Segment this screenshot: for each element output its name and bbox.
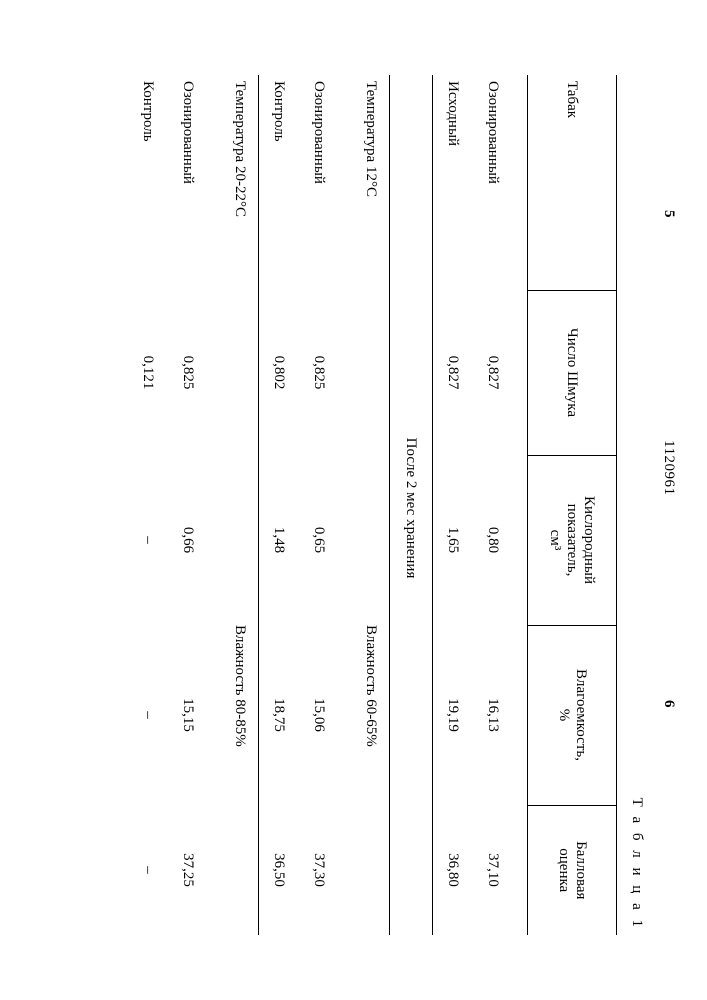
cell-kisl: 0,65 bbox=[299, 455, 339, 625]
divider bbox=[258, 75, 259, 935]
cell-vlag: 19,19 bbox=[433, 625, 474, 805]
table-row: Контроль 0,802 1,48 18,75 36,50 bbox=[259, 75, 300, 935]
col-vlag: Влагоемкость, % bbox=[528, 625, 617, 805]
cell-vlag: 15,15 bbox=[168, 625, 208, 805]
section-label-after: После 2 мес хранения bbox=[390, 75, 433, 935]
cell-shmuk: 0,802 bbox=[259, 290, 300, 455]
divider bbox=[389, 75, 390, 935]
data-table: Табак Число Шмука Кислородный показатель… bbox=[128, 75, 617, 935]
cell-ball: 37,10 bbox=[473, 805, 528, 935]
cell-ball: 36,50 bbox=[259, 805, 300, 935]
humidity-label: Влажность 80-85% bbox=[208, 625, 258, 935]
cell-kisl: 1,65 bbox=[433, 455, 474, 625]
cell-ball: – bbox=[128, 805, 168, 935]
cell-tabak: Озонированный bbox=[473, 75, 528, 290]
cell-kisl: 0,80 bbox=[473, 455, 528, 625]
cell-kisl: 0,66 bbox=[168, 455, 208, 625]
cell-kisl: 1,48 bbox=[259, 455, 300, 625]
cell-shmuk: 0,121 bbox=[128, 290, 168, 455]
table-row: Контроль 0,121 – – – bbox=[128, 75, 168, 935]
cell-ball: 36,80 bbox=[433, 805, 474, 935]
cell-tabak: Исходный bbox=[433, 75, 474, 290]
section-after-storage: После 2 мес хранения bbox=[390, 75, 433, 935]
table-row: Озонированный 0,825 0,66 15,15 37,25 bbox=[168, 75, 208, 935]
cell-vlag: 16,13 bbox=[473, 625, 528, 805]
cell-tabak: Озонированный bbox=[299, 75, 339, 290]
table-row: Озонированный 0,827 0,80 16,13 37,10 bbox=[473, 75, 528, 935]
table-row: Озонированный 0,825 0,65 15,06 37,30 bbox=[299, 75, 339, 935]
divider bbox=[432, 75, 433, 935]
cell-vlag: 15,06 bbox=[299, 625, 339, 805]
cell-vlag: – bbox=[128, 625, 168, 805]
cell-tabak: Озонированный bbox=[168, 75, 208, 290]
cell-tabak: Контроль bbox=[128, 75, 168, 290]
cell-ball: 37,30 bbox=[299, 805, 339, 935]
section-conditions-row: Температура 20-22°С Влажность 80-85% bbox=[208, 75, 258, 935]
table-header-row: Табак Число Шмука Кислородный показатель… bbox=[528, 75, 617, 935]
temperature-label: Температура 12°С bbox=[339, 75, 389, 455]
col-ball: Балловая оценка bbox=[528, 805, 617, 935]
cell-shmuk: 0,825 bbox=[168, 290, 208, 455]
cell-shmuk: 0,825 bbox=[299, 290, 339, 455]
cell-kisl: – bbox=[128, 455, 168, 625]
cell-ball: 37,25 bbox=[168, 805, 208, 935]
cell-tabak: Контроль bbox=[259, 75, 300, 290]
col-kisl: Кислородный показатель, см³ bbox=[528, 455, 617, 625]
table-row: Исходный 0,827 1,65 19,19 36,80 bbox=[433, 75, 474, 935]
col-tabak: Табак bbox=[528, 75, 617, 290]
table-caption: Т а б л и ц а 1 bbox=[628, 798, 645, 930]
temperature-label: Температура 20-22°С bbox=[208, 75, 258, 455]
cell-vlag: 18,75 bbox=[259, 625, 300, 805]
section-conditions-row: Температура 12°С Влажность 60-65% bbox=[339, 75, 389, 935]
page-number-left: 5 bbox=[660, 210, 677, 218]
document-number: 1120961 bbox=[660, 440, 677, 495]
humidity-label: Влажность 60-65% bbox=[339, 625, 389, 935]
col-shmuk: Число Шмука bbox=[528, 290, 617, 455]
cell-shmuk: 0,827 bbox=[473, 290, 528, 455]
cell-shmuk: 0,827 bbox=[433, 290, 474, 455]
page-number-right: 6 bbox=[660, 700, 677, 708]
